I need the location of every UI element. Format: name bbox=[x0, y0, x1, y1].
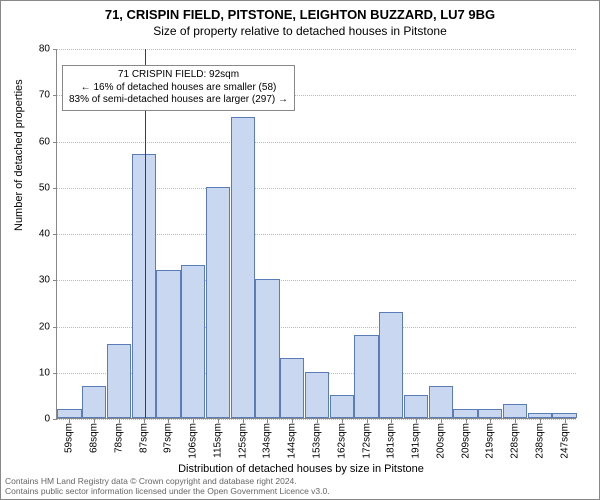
annotation-line: ← 16% of detached houses are smaller (58… bbox=[69, 82, 288, 95]
ytick-label: 0 bbox=[20, 414, 50, 425]
histogram-bar bbox=[330, 395, 354, 418]
xtick-label: 125sqm bbox=[237, 423, 248, 459]
histogram-bar bbox=[528, 413, 552, 418]
xtick-label: 106sqm bbox=[188, 423, 199, 459]
histogram-bar bbox=[280, 358, 304, 418]
histogram-bar bbox=[404, 395, 428, 418]
xtick-label: 153sqm bbox=[312, 423, 323, 459]
xtick-label: 144sqm bbox=[287, 423, 298, 459]
histogram-bar bbox=[255, 279, 279, 418]
histogram-bar bbox=[181, 265, 205, 418]
xtick-label: 219sqm bbox=[485, 423, 496, 459]
x-axis-label: Distribution of detached houses by size … bbox=[1, 463, 600, 475]
xtick-label: 172sqm bbox=[361, 423, 372, 459]
histogram-bar bbox=[379, 312, 403, 418]
xtick-label: 228sqm bbox=[510, 423, 521, 459]
histogram-bar bbox=[429, 386, 453, 418]
ytick-mark bbox=[53, 95, 57, 96]
ytick-label: 80 bbox=[20, 44, 50, 55]
ytick-mark bbox=[53, 419, 57, 420]
xtick-label: 115sqm bbox=[212, 423, 223, 458]
ytick-label: 60 bbox=[20, 136, 50, 147]
xtick-label: 238sqm bbox=[534, 423, 545, 459]
xtick-label: 59sqm bbox=[64, 423, 75, 453]
histogram-bar bbox=[503, 404, 527, 418]
ytick-label: 30 bbox=[20, 275, 50, 286]
annotation-line: 83% of semi-detached houses are larger (… bbox=[69, 94, 288, 107]
xtick-label: 87sqm bbox=[138, 423, 149, 453]
annotation-box: 71 CRISPIN FIELD: 92sqm← 16% of detached… bbox=[62, 65, 295, 111]
histogram-bar bbox=[231, 117, 255, 418]
histogram-bar bbox=[354, 335, 378, 418]
ytick-mark bbox=[53, 327, 57, 328]
xtick-label: 78sqm bbox=[113, 423, 124, 453]
histogram-bar bbox=[552, 413, 576, 418]
histogram-bar bbox=[478, 409, 502, 418]
page-subtitle: Size of property relative to detached ho… bbox=[1, 24, 599, 38]
histogram-bar bbox=[156, 270, 180, 418]
ytick-label: 10 bbox=[20, 367, 50, 378]
histogram-bar bbox=[305, 372, 329, 418]
gridline bbox=[57, 142, 576, 143]
xtick-label: 209sqm bbox=[460, 423, 471, 459]
annotation-line: 71 CRISPIN FIELD: 92sqm bbox=[69, 69, 288, 82]
ytick-mark bbox=[53, 373, 57, 374]
xtick-label: 191sqm bbox=[411, 423, 422, 459]
ytick-label: 20 bbox=[20, 321, 50, 332]
histogram-bar bbox=[57, 409, 81, 418]
xtick-label: 247sqm bbox=[559, 423, 570, 459]
histogram-bar bbox=[453, 409, 477, 418]
ytick-mark bbox=[53, 280, 57, 281]
histogram-bar bbox=[82, 386, 106, 418]
y-axis-label: Number of detached properties bbox=[13, 79, 25, 231]
ytick-mark bbox=[53, 234, 57, 235]
xtick-label: 200sqm bbox=[435, 423, 446, 459]
xtick-label: 97sqm bbox=[163, 423, 174, 453]
ytick-label: 40 bbox=[20, 229, 50, 240]
gridline bbox=[57, 49, 576, 50]
histogram-bar bbox=[206, 187, 230, 418]
xtick-label: 162sqm bbox=[336, 423, 347, 459]
footer-line: Contains public sector information licen… bbox=[5, 487, 330, 497]
xtick-label: 181sqm bbox=[386, 423, 397, 459]
xtick-label: 134sqm bbox=[262, 423, 273, 459]
ytick-mark bbox=[53, 49, 57, 50]
ytick-mark bbox=[53, 188, 57, 189]
xtick-label: 68sqm bbox=[89, 423, 100, 453]
histogram-bar bbox=[107, 344, 131, 418]
footer-attribution: Contains HM Land Registry data © Crown c… bbox=[5, 477, 330, 497]
histogram-chart: 0102030405060708059sqm68sqm78sqm87sqm97s… bbox=[56, 49, 576, 419]
ytick-mark bbox=[53, 142, 57, 143]
ytick-label: 70 bbox=[20, 90, 50, 101]
page-title: 71, CRISPIN FIELD, PITSTONE, LEIGHTON BU… bbox=[1, 7, 599, 22]
histogram-bar bbox=[132, 154, 156, 418]
ytick-label: 50 bbox=[20, 182, 50, 193]
